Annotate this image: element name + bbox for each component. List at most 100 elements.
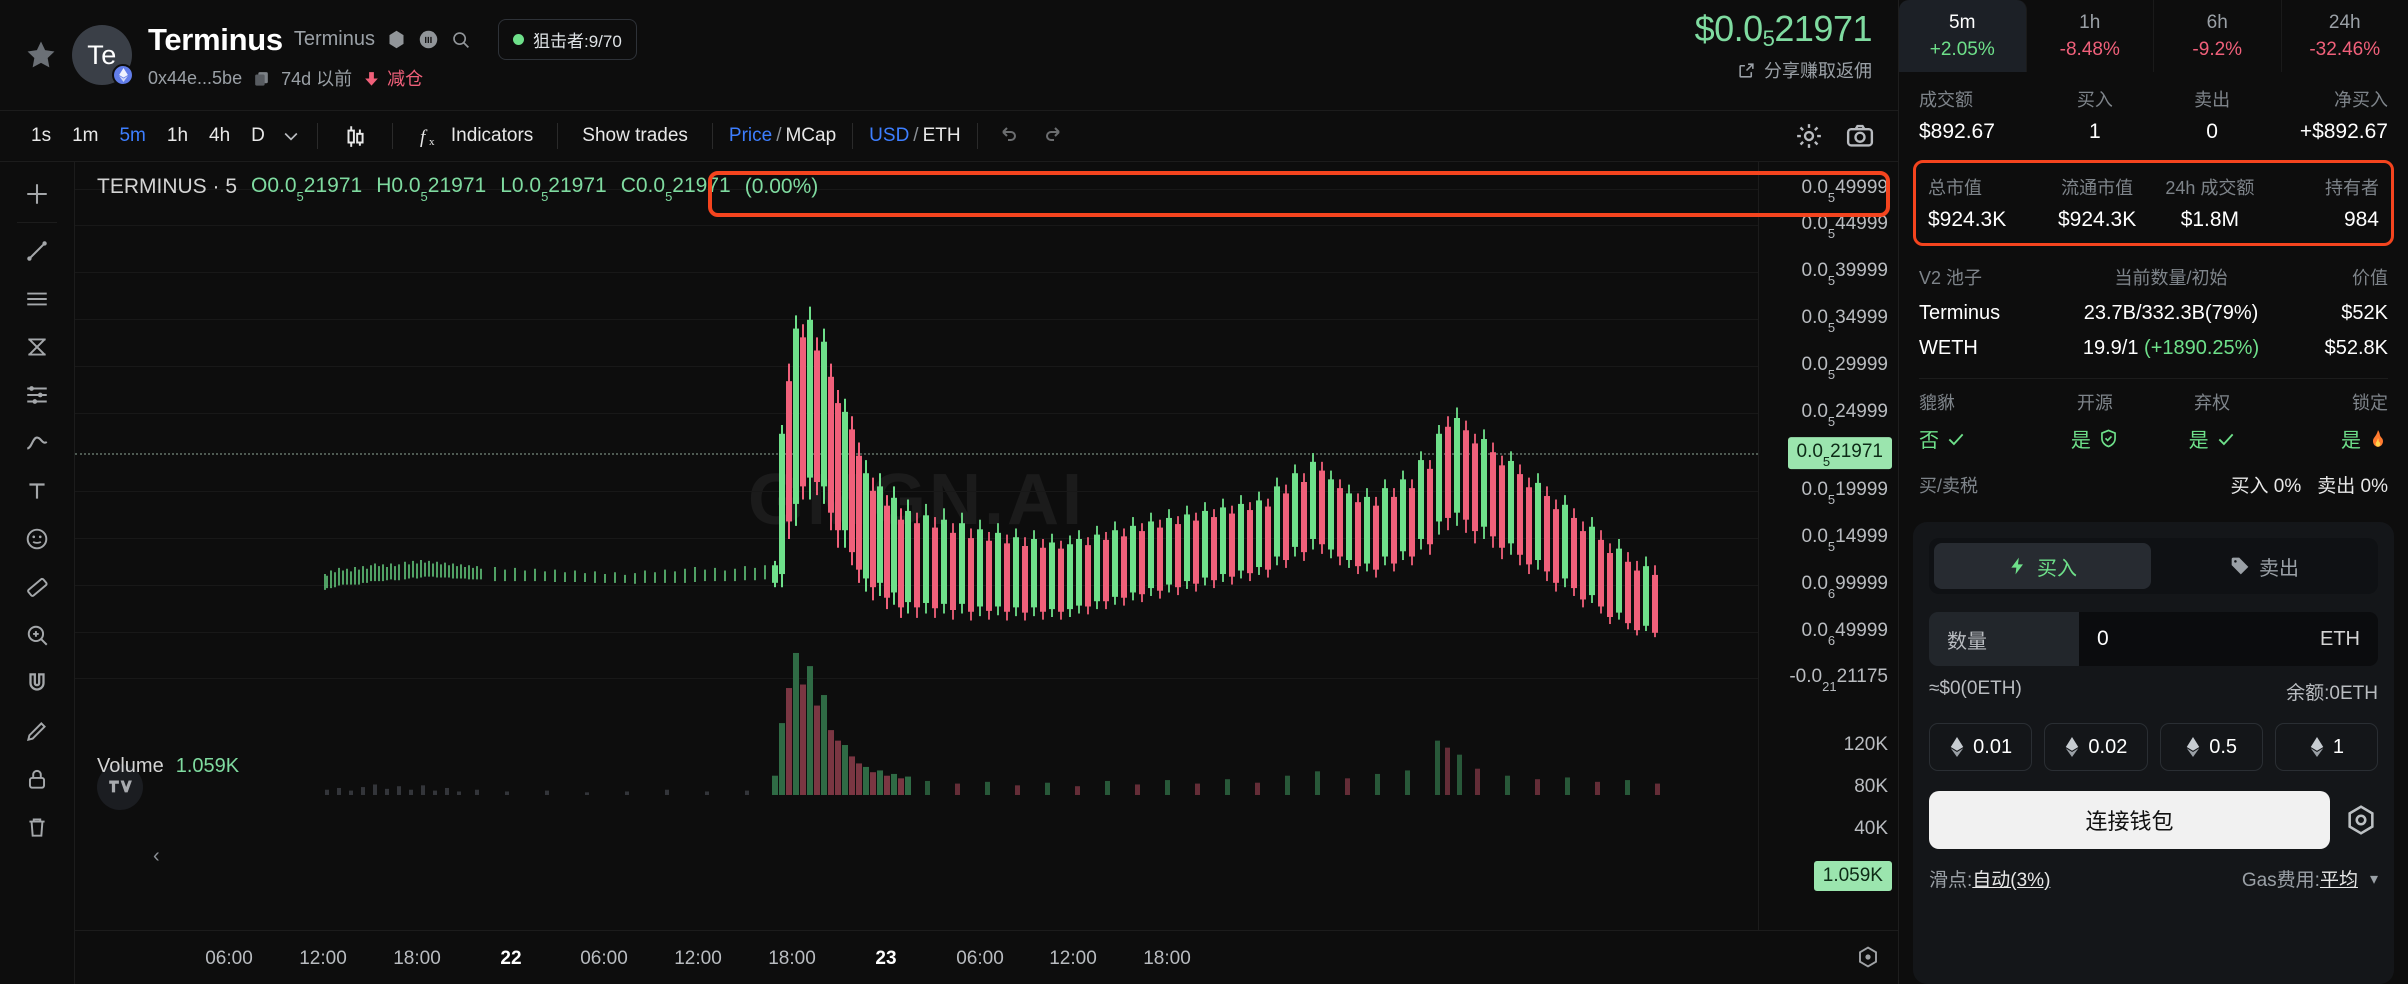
stat-value: $892.67: [1919, 120, 1995, 143]
price-mcap-toggle[interactable]: Price / MCap: [729, 125, 836, 147]
redo-icon[interactable]: [1042, 124, 1068, 148]
timeframe-d[interactable]: D: [251, 125, 265, 146]
tradingview-logo-icon[interactable]: [97, 764, 143, 810]
trendline-tool-icon[interactable]: [11, 227, 63, 275]
eth-icon: [1950, 737, 1964, 757]
gmgn-badge-icon[interactable]: [386, 29, 407, 50]
chevron-down-icon[interactable]: [281, 126, 301, 146]
timeframe-1m[interactable]: 1m: [72, 125, 99, 146]
tab-sell[interactable]: 卖出: [2156, 543, 2373, 589]
preset-amount-2[interactable]: 0.5: [2159, 723, 2263, 771]
volume-label: Volume: [97, 755, 164, 777]
collapse-rail-arrow[interactable]: ‹: [153, 845, 160, 867]
price-axis[interactable]: 0.0549999 0.0544999 0.0539999 0.0534999 …: [1758, 162, 1898, 930]
timeframe-1h[interactable]: 1h: [166, 125, 189, 146]
preset-amount-3[interactable]: 1: [2274, 723, 2378, 771]
volume-tick: 40K: [1854, 818, 1888, 839]
stat-timeframe-24h[interactable]: 24h -32.46%: [2282, 0, 2408, 72]
edit-pencil-tool-icon[interactable]: [11, 707, 63, 755]
volume-series: [325, 652, 1660, 795]
lock-tool-icon[interactable]: [11, 755, 63, 803]
price-plot[interactable]: TERMINUS · 5 O0.0521971 H0.0521971 L0.05…: [75, 162, 1758, 930]
measure-tool-icon[interactable]: [11, 563, 63, 611]
tab-buy[interactable]: 买入: [1934, 543, 2151, 589]
svg-text:f: f: [420, 127, 428, 148]
zoom-tool-icon[interactable]: [11, 611, 63, 659]
chart-panel: Te Terminus Terminus: [0, 8, 1898, 984]
fibonacci-tool-icon[interactable]: [11, 323, 63, 371]
token-age: 74d 以前: [281, 69, 353, 89]
undo-icon[interactable]: [994, 124, 1020, 148]
mcap-option[interactable]: MCap: [785, 125, 837, 146]
pool-header-row: V2 池子 当前数量/初始 价值: [1919, 258, 2388, 296]
toggle-slash-1: /: [776, 125, 782, 146]
time-tick: 06:00: [205, 948, 253, 969]
security-key: 开源: [2076, 393, 2113, 413]
usd-option[interactable]: USD: [869, 125, 910, 146]
indicators-button[interactable]: f x Indicators: [409, 119, 541, 153]
preset-amount-1[interactable]: 0.02: [2044, 723, 2148, 771]
stat-timeframe-5m[interactable]: 5m +2.05%: [1899, 0, 2027, 72]
sniper-status-dot: [512, 34, 524, 45]
share-referral-link[interactable]: 分享赚取返佣: [1695, 57, 1872, 83]
function-icon: f x: [420, 127, 435, 148]
connect-wallet-button[interactable]: 连接钱包: [1929, 791, 2330, 849]
search-icon[interactable]: [450, 29, 471, 50]
usd-eth-toggle[interactable]: USD / ETH: [869, 125, 960, 147]
sniper-badge[interactable]: 狙击者:9/70: [497, 19, 637, 60]
settings-gear-icon[interactable]: [1794, 121, 1824, 151]
legend-series-name: TERMINUS · 5: [97, 175, 238, 199]
timeframe-1s[interactable]: 1s: [31, 125, 52, 146]
chart-body: TERMINUS · 5 O0.0521971 H0.0521971 L0.05…: [0, 162, 1898, 984]
trash-tool-icon[interactable]: [11, 803, 63, 851]
price-tick: 0.0539999: [1801, 260, 1889, 288]
favorite-star-icon[interactable]: [24, 38, 58, 72]
stat-timeframe-6h[interactable]: 6h -9.2%: [2154, 0, 2282, 72]
price-tick: 0.0519999: [1801, 479, 1889, 507]
preset-label: 0.5: [2209, 735, 2238, 758]
pitchfork-tool-icon[interactable]: [11, 371, 63, 419]
token-address[interactable]: 0x44e...5be: [148, 67, 243, 88]
timeframe-4h[interactable]: 4h: [209, 125, 231, 146]
crosshair-tool-icon[interactable]: [11, 170, 63, 218]
price-option[interactable]: Price: [728, 125, 773, 146]
slippage-setting[interactable]: 滑点:自动(3%): [1929, 865, 2050, 892]
price-tick: 0.0514999: [1801, 526, 1889, 554]
trade-settings-gear-icon[interactable]: [2344, 803, 2378, 837]
stat-value: $924.3K: [1928, 208, 2007, 231]
sniper-label: 狙击者:9/70: [532, 32, 622, 51]
eth-option[interactable]: ETH: [922, 125, 961, 146]
brush-tool-icon[interactable]: [11, 419, 63, 467]
token-name: Terminus: [293, 28, 375, 50]
gas-setting[interactable]: Gas费用:平均 ▾: [2242, 865, 2378, 892]
copy-icon[interactable]: [252, 69, 271, 88]
tab-buy-label: 买入: [2037, 557, 2077, 580]
eth-icon: [2186, 737, 2200, 757]
reset-chart-view-icon[interactable]: [1856, 945, 1880, 974]
horizontal-lines-tool-icon[interactable]: [11, 275, 63, 323]
legend-close: C0.0521971: [620, 174, 731, 205]
timeframe-5m[interactable]: 5m: [119, 125, 146, 146]
twitter-badge-icon[interactable]: [418, 29, 439, 50]
stat-key: 卖出: [2194, 90, 2231, 110]
time-tick: 12:00: [299, 948, 347, 969]
chart-type-button[interactable]: [334, 119, 376, 153]
stat-timeframe-1h[interactable]: 1h -8.48%: [2027, 0, 2154, 72]
volume-value: 1.059K: [175, 755, 240, 777]
eth-icon: [2066, 737, 2079, 757]
magnet-tool-icon[interactable]: [11, 659, 63, 707]
preset-amount-0[interactable]: 0.01: [1929, 723, 2033, 771]
text-tool-icon[interactable]: [11, 467, 63, 515]
preset-amounts: 0.01 0.02 0.5 1: [1929, 723, 2378, 771]
emoji-tool-icon[interactable]: [11, 515, 63, 563]
screenshot-camera-icon[interactable]: [1844, 121, 1876, 151]
chevron-down-icon[interactable]: ▾: [2369, 870, 2378, 888]
time-axis[interactable]: 06:00 12:00 18:00 22 06:00 12:00 18:00 2…: [75, 930, 1898, 984]
show-trades-label: Show trades: [582, 125, 688, 146]
stat-value: +$892.67: [2299, 120, 2388, 143]
amount-sub-row: ≈$0(0ETH) 余额:0ETH: [1929, 678, 2378, 705]
position-tag-label: 减仓: [387, 69, 424, 89]
shield-check-icon: [2100, 429, 2116, 448]
amount-input[interactable]: 0 ETH: [2079, 612, 2378, 666]
show-trades-button[interactable]: Show trades: [574, 121, 696, 151]
